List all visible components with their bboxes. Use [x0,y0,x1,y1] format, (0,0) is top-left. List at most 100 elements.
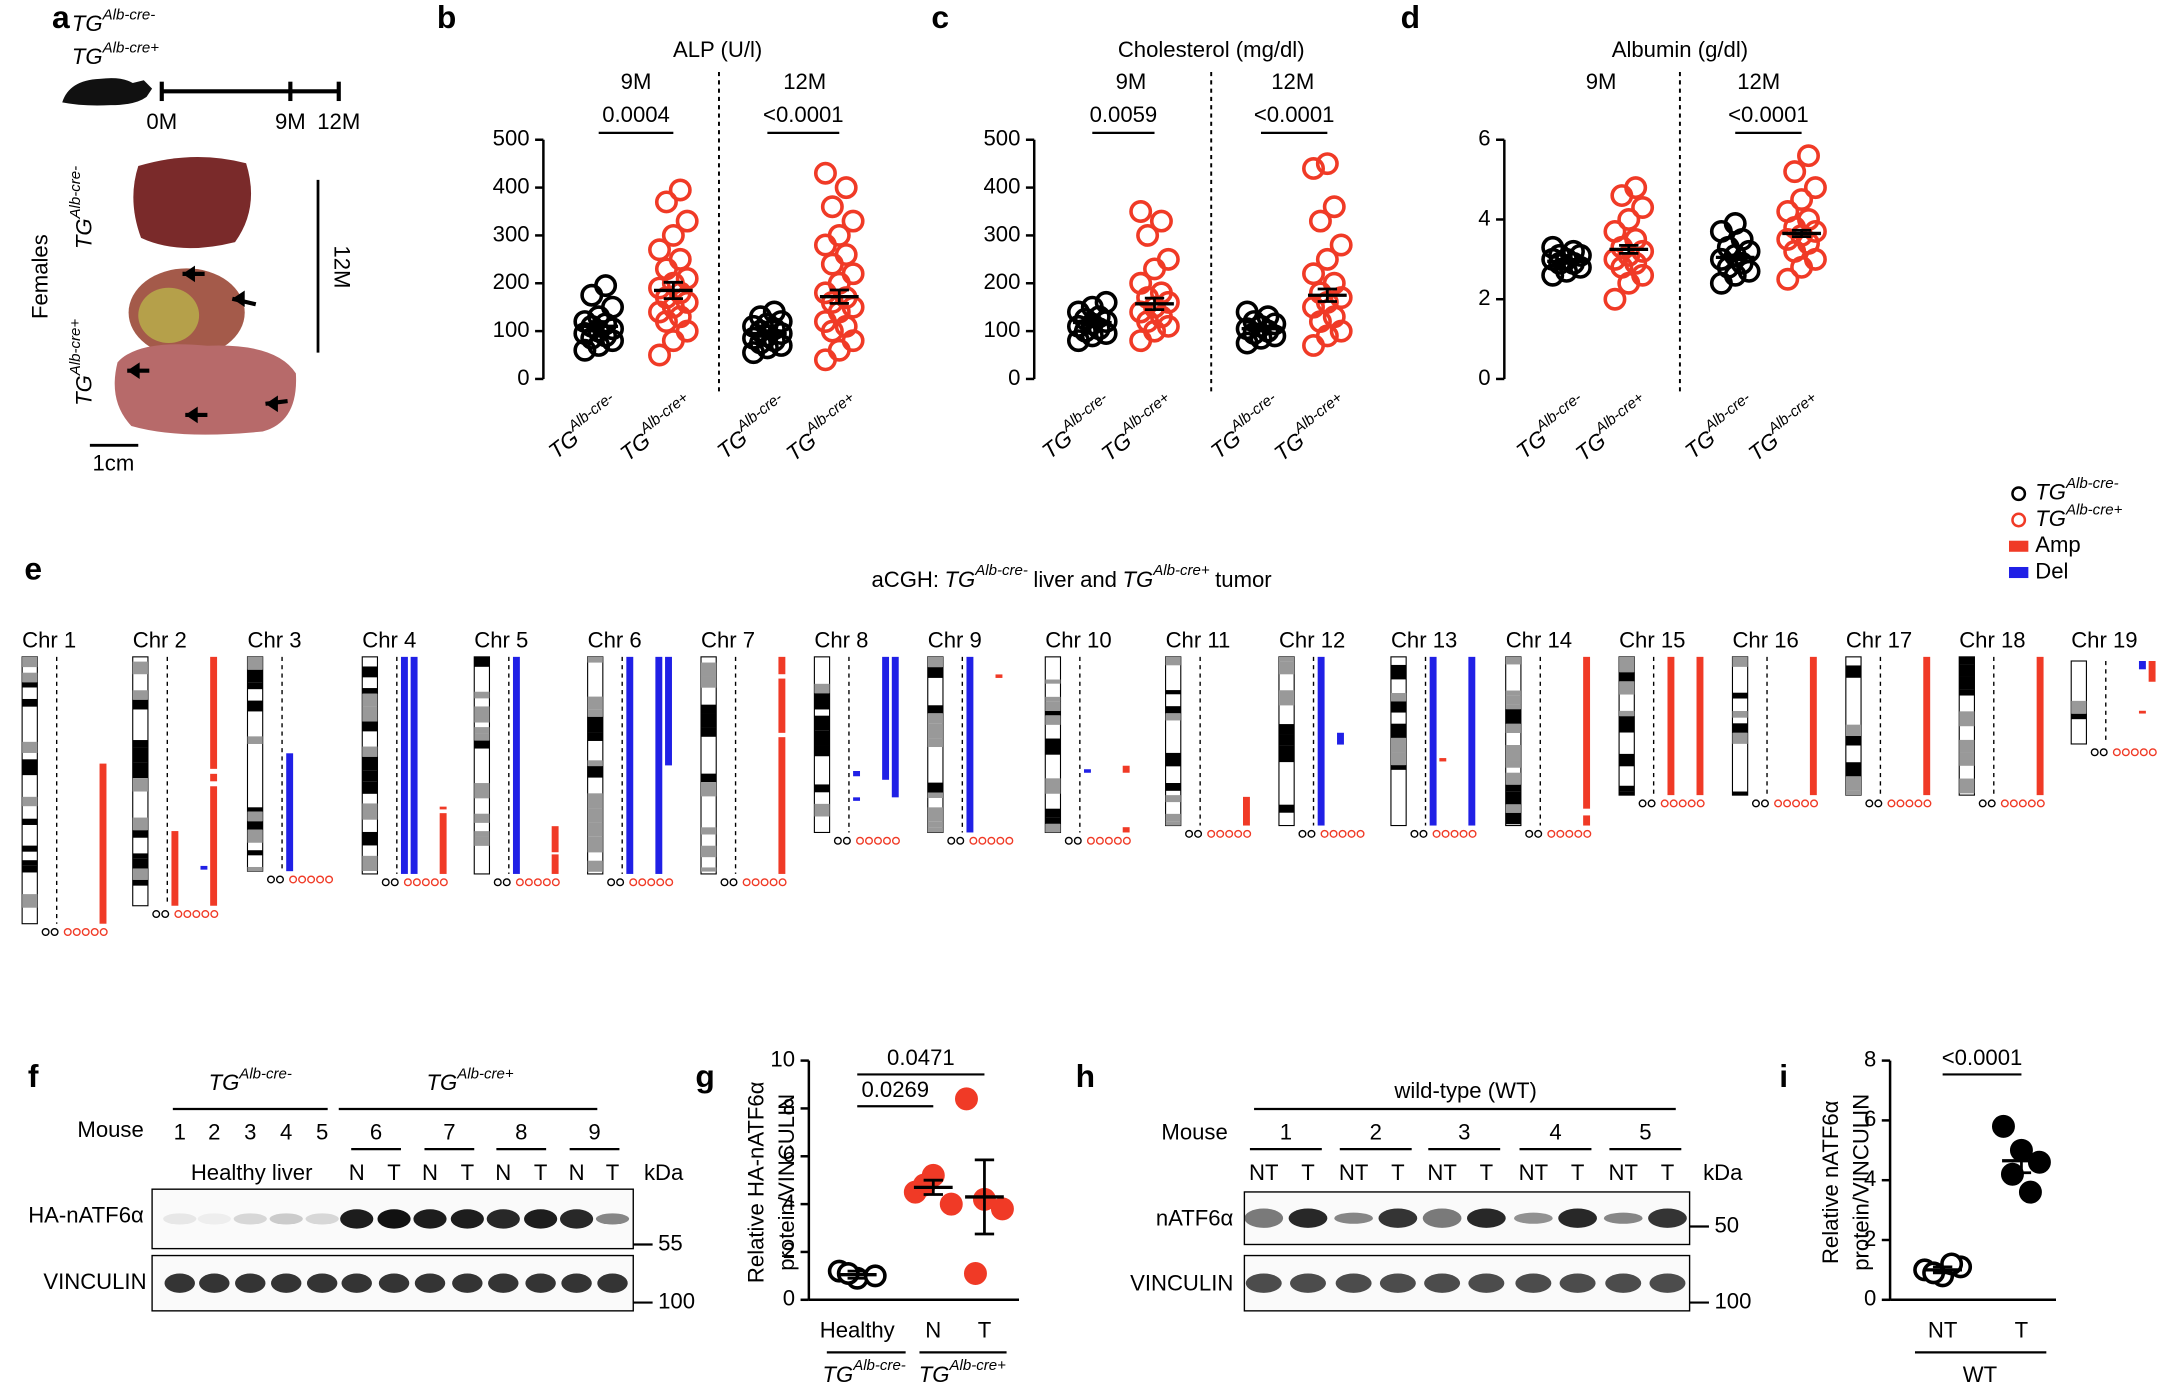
chromosome-label: Chr 4 [362,627,416,652]
sample-marker [778,878,787,887]
sample-marker [524,878,533,887]
data-point [1322,271,1346,295]
panel-letter: d [1401,0,1420,35]
sample-marker [1583,829,1592,838]
sample-marker [2112,748,2121,757]
y-tick-label: 400 [493,173,530,198]
sample-marker [1216,829,1225,838]
ideogram-band [474,831,490,837]
scale-label: 1cm [92,451,134,476]
ideogram-band [1165,752,1181,767]
sex-label: Females [27,234,52,319]
superscript: Alb-cre+ [2065,501,2123,518]
sample-marker [1660,799,1669,808]
data-point [1149,209,1173,233]
sample-marker [515,878,524,887]
y-tick-label: 6 [1864,1106,1876,1131]
blot-band [597,1273,628,1293]
mouse-number: 7 [443,1120,455,1145]
sample-marker [50,927,59,937]
data-point [820,252,844,276]
ideogram-band [247,821,263,830]
sample-marker [201,910,210,919]
sample-marker [2027,799,2036,808]
period-label: 12M [1271,69,1314,94]
ideogram-band [701,773,717,783]
sample-marker [430,878,439,887]
amp-segment [778,678,786,733]
superscript: Alb-cre+ [1290,389,1346,438]
amp-segment [1439,758,1447,762]
panel-letter: g [695,1058,714,1094]
data-point [668,178,692,202]
blot-band [1559,1273,1596,1293]
data-point [963,1262,987,1285]
sample-marker [1347,829,1356,838]
blot-band [305,1213,339,1225]
ideogram-band [1619,681,1635,695]
data-point [1329,233,1353,257]
legend-marker [2008,540,2029,552]
x-tick-label: TGAlb-cre+ [1741,389,1828,466]
blot-band [1422,1208,1462,1228]
y-tick-label: 0 [1864,1286,1876,1311]
ideogram-band [587,732,603,741]
sample-marker [978,836,987,845]
del-segment [1468,656,1476,826]
del-segment [853,770,861,777]
ideogram-band [474,813,490,823]
sample-marker [72,927,81,937]
del-segment [400,656,408,874]
sample-marker [1104,836,1113,845]
arrow-head [265,395,278,413]
ideogram-band [1278,656,1295,662]
sample-marker [1234,829,1243,838]
text-part: TG [1123,567,1154,592]
blot-band [306,1273,338,1293]
sample-marker [2130,748,2139,757]
ideogram-band [22,865,38,873]
x-tick-label: Healthy [820,1317,896,1342]
ideogram-band [1165,656,1181,666]
data-point [1129,200,1153,223]
del-segment [665,656,672,766]
ideogram-band [132,853,148,859]
sample-marker [1450,829,1459,838]
chart-title: Albumin (g/dl) [1612,37,1748,62]
y-tick-label: 500 [493,126,530,151]
data-point [2000,1162,2024,1186]
p-value: <0.0001 [1942,1045,2023,1070]
panel-letter: f [28,1058,39,1094]
ideogram-band [814,715,830,731]
blot-band [1605,1273,1642,1293]
sample-marker [307,875,316,884]
superscript: Alb-cre+ [636,389,692,438]
ideogram-band [1505,656,1521,665]
text-part: TG [72,218,97,249]
blot-band [1558,1208,1597,1228]
ideogram-band [1619,656,1635,673]
ideogram-band [1505,791,1521,805]
blot-band [450,1209,484,1229]
lane-label: NT [1519,1160,1548,1185]
data-point [573,322,597,345]
lane-label: T [1661,1160,1675,1185]
data-point [1631,196,1655,219]
ideogram-band [587,656,603,663]
ideogram-band [1165,821,1181,826]
ideogram-band [1165,783,1181,791]
ideogram-band [927,807,943,822]
x-tick-label: TGAlb-cre- [710,389,794,464]
ideogram-band [1278,745,1295,763]
ideogram-band [474,691,490,699]
chart-title: ALP (U/l) [673,37,762,62]
text-part: TG [209,1070,240,1095]
data-point [827,338,851,362]
text-part: Healthy [820,1317,896,1342]
sample-marker [90,927,99,937]
amp-segment [1122,765,1130,773]
sample-marker [502,878,511,887]
sample-marker [1696,799,1705,808]
blot-band [561,1273,592,1293]
